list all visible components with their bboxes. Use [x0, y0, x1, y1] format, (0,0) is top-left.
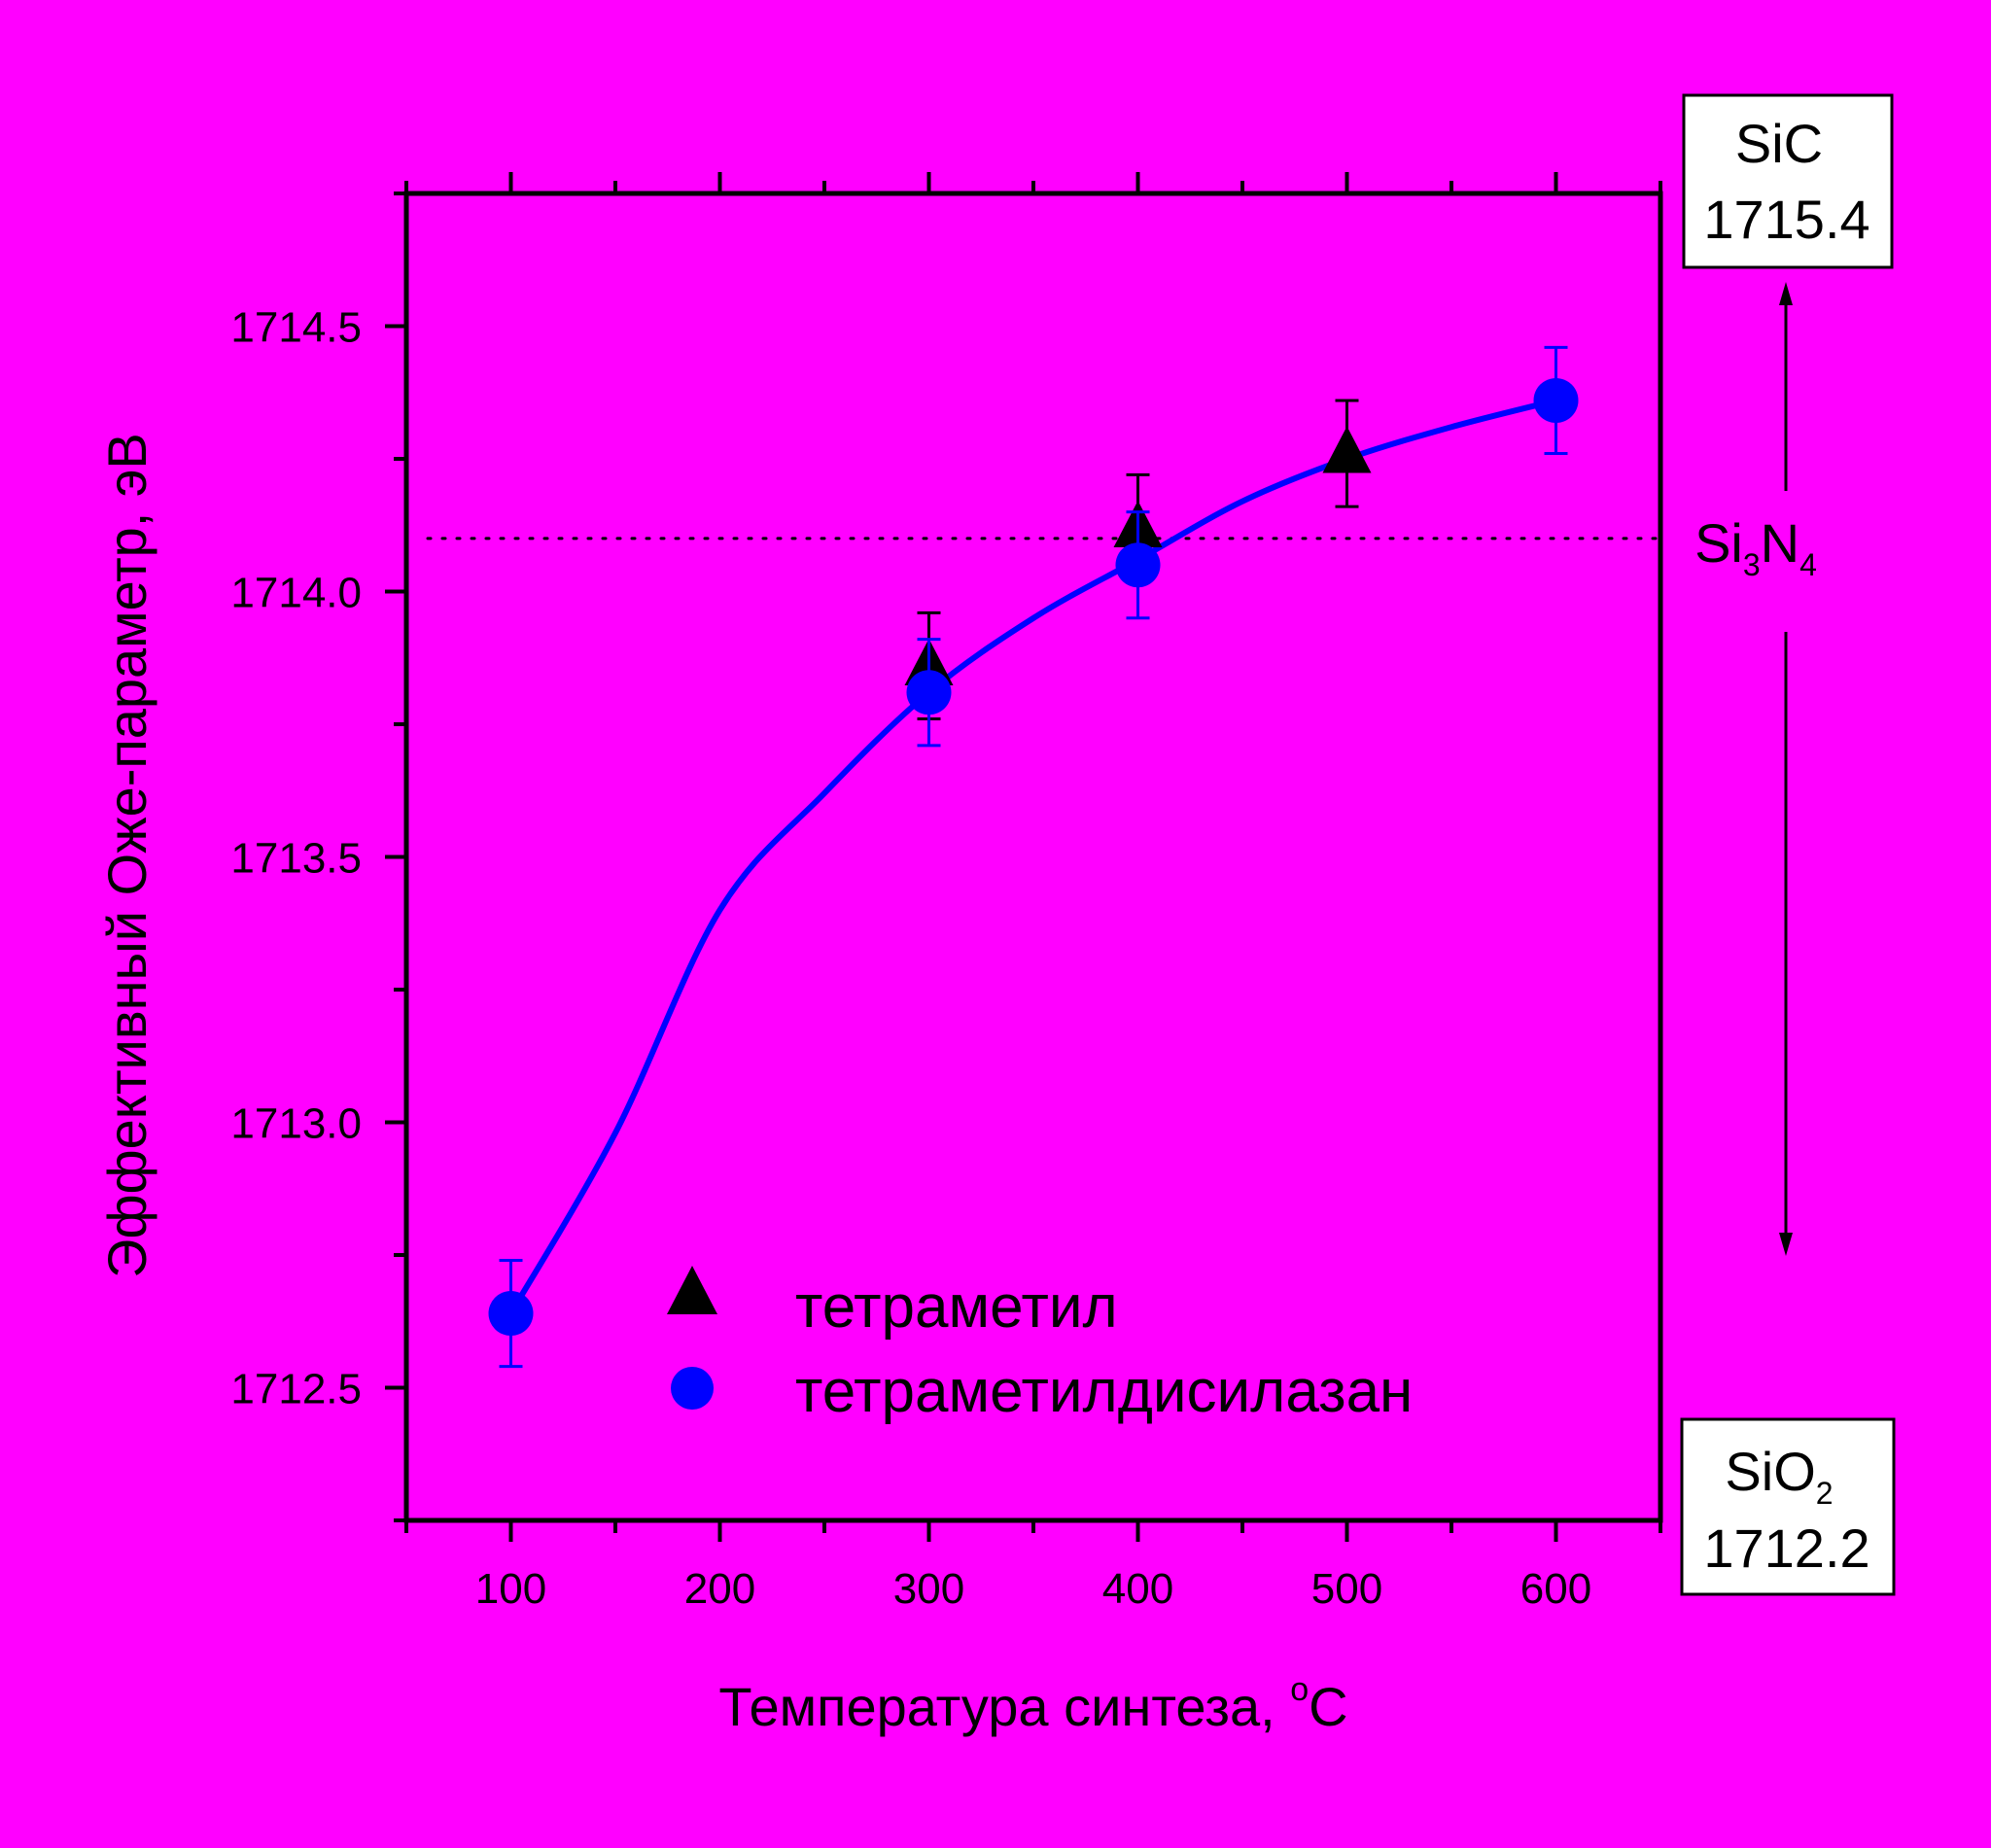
- x-axis-title-unit: C: [1309, 1676, 1347, 1737]
- legend-marker-circle: [671, 1367, 714, 1410]
- x-axis-title-degree: o: [1290, 1671, 1309, 1708]
- arrow-up-head: [1779, 282, 1793, 305]
- sio2-sub: 2: [1816, 1476, 1834, 1511]
- y-tick-label: 1712.5: [230, 1366, 362, 1413]
- sio2-box: [1680, 1417, 1896, 1596]
- y-tick-label: 1713.5: [230, 835, 362, 883]
- plot-frame: [403, 191, 1663, 1523]
- circle-point: [488, 1291, 534, 1337]
- y-tick-label: 1713.0: [230, 1100, 362, 1148]
- sic-box: [1682, 93, 1894, 269]
- sio2-name: SiO: [1725, 1441, 1815, 1502]
- si3n4-si: Si: [1694, 512, 1743, 574]
- sic-value: 1715.4: [1703, 189, 1869, 250]
- x-tick-label: 400: [1102, 1565, 1173, 1613]
- x-tick-label: 100: [475, 1565, 546, 1613]
- legend-label-tetramethyl: тетраметил: [795, 1273, 1118, 1341]
- sic-label: SiC: [1735, 113, 1823, 174]
- fit-curve: [507, 398, 1557, 1315]
- x-tick-label: 200: [684, 1565, 755, 1613]
- si3n4-sub3: 3: [1743, 547, 1761, 582]
- circle-point: [906, 670, 952, 715]
- si3n4-sub4: 4: [1799, 547, 1817, 582]
- x-axis-title: Температура синтеза, oC: [718, 1671, 1347, 1737]
- legend-marker-triangle: [667, 1266, 717, 1314]
- triangle-point: [1322, 426, 1372, 473]
- x-axis-title-main: Температура синтеза,: [718, 1676, 1290, 1737]
- si3n4-label: Si3N4: [1694, 512, 1817, 582]
- tick-layer: 100 200 300 400 500 600 1712.5 1713.0 1713.5 1714…: [230, 172, 1662, 1613]
- sio2-label: SiO2: [1725, 1441, 1833, 1511]
- x-tick-label: 300: [893, 1565, 964, 1613]
- circle-point: [1115, 542, 1161, 588]
- y-tick-label: 1714.5: [230, 304, 362, 352]
- circle-point: [1533, 377, 1579, 423]
- legend-label-tetramethyldisilazane: тетраметилдисилазан: [795, 1358, 1413, 1425]
- si3n4-n: N: [1761, 512, 1799, 574]
- y-axis-title: Эффективный Оже-параметр, эВ: [96, 433, 157, 1278]
- x-tick-label: 500: [1311, 1565, 1382, 1613]
- marks-layer: [488, 345, 1579, 1369]
- y-tick-label: 1714.0: [230, 570, 362, 617]
- sio2-value: 1712.2: [1703, 1517, 1869, 1579]
- x-tick-label: 600: [1520, 1565, 1591, 1613]
- arrow-down-head: [1779, 1233, 1793, 1256]
